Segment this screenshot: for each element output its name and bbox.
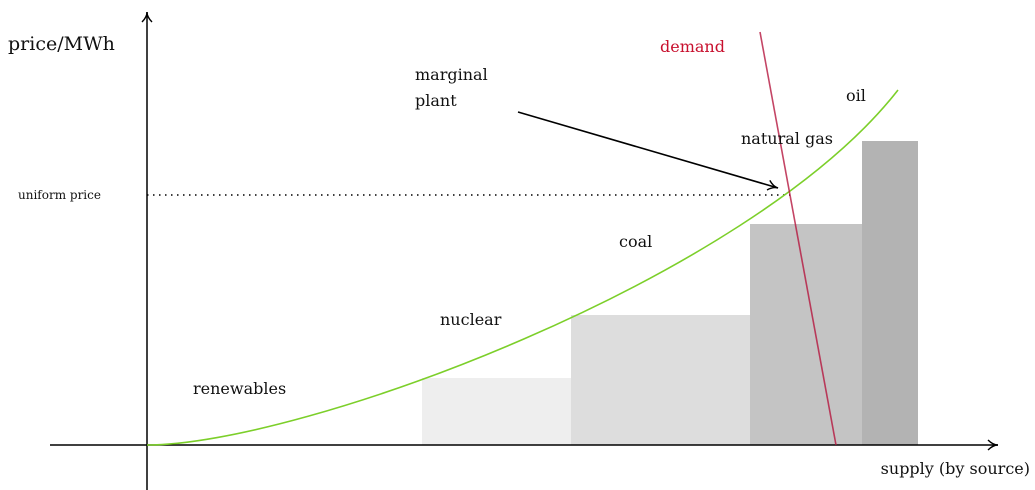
source-label: oil <box>846 86 866 105</box>
y-label: price/MWh <box>8 33 115 55</box>
uniform-price-label: uniform price <box>18 188 101 202</box>
marginal-arrow <box>517 111 779 191</box>
source-label: renewables <box>193 379 286 398</box>
bar-coal <box>571 315 750 445</box>
source-label: coal <box>619 232 652 251</box>
marginal-label: plant <box>415 91 457 110</box>
bar-nuclear <box>422 378 571 445</box>
source-label: natural gas <box>741 129 833 148</box>
bar-gas <box>750 224 862 445</box>
supply-curve <box>146 89 899 446</box>
marginal-label: marginal <box>415 65 488 84</box>
demand-label: demand <box>660 37 725 56</box>
source-label: nuclear <box>440 310 502 329</box>
demand-line <box>759 31 837 446</box>
bar-oil <box>862 141 918 445</box>
x-label: supply (by source) <box>881 459 1030 478</box>
